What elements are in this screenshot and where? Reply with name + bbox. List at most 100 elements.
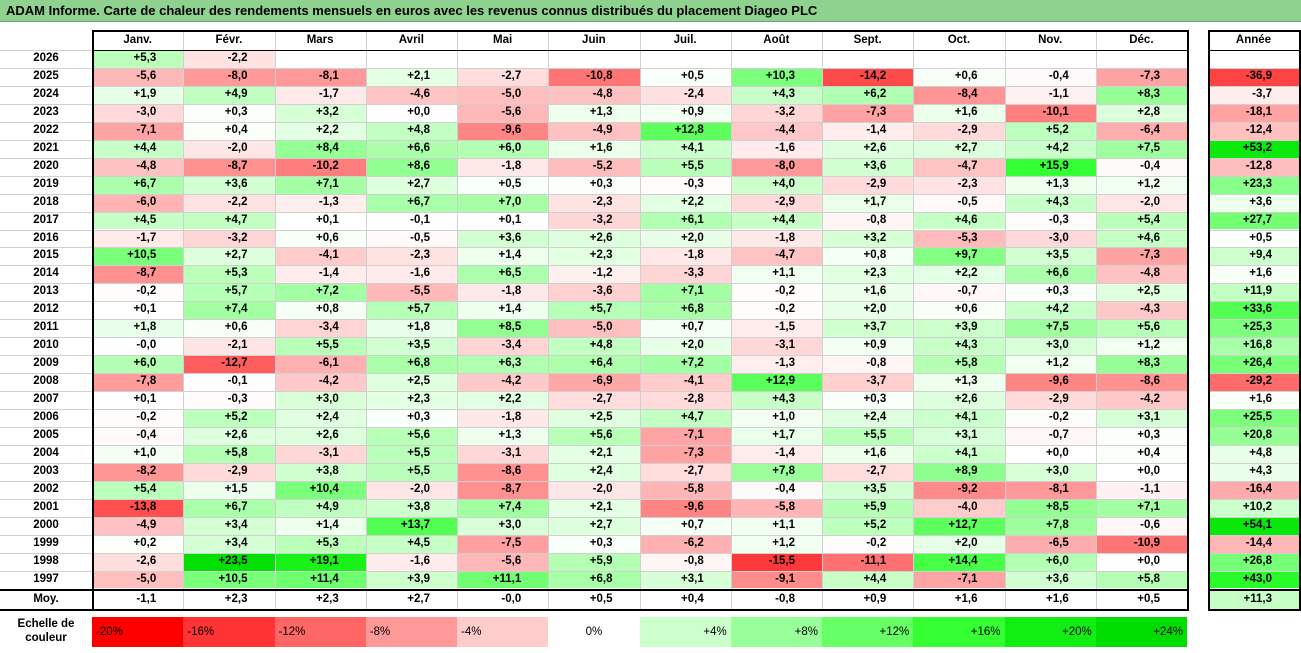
heat-cell: -0,2 xyxy=(730,301,822,320)
heat-cell: -3,0 xyxy=(1004,229,1096,248)
average-cell: -0,0 xyxy=(457,589,549,609)
heat-cell: +0,3 xyxy=(183,103,275,122)
heat-cell: -2,2 xyxy=(183,193,275,212)
heat-cell: +7,2 xyxy=(639,355,731,374)
heat-cell: +7,5 xyxy=(1095,139,1187,158)
heat-cell: -2,4 xyxy=(639,85,731,104)
annual-cell: +25,3 xyxy=(1208,319,1299,338)
heat-cell: +6,2 xyxy=(822,85,914,104)
year-label: 2000 xyxy=(33,518,59,531)
heat-cell: -6,9 xyxy=(548,373,640,392)
grid-hline xyxy=(0,319,1187,321)
heat-cell: +1,4 xyxy=(457,301,549,320)
heat-cell: +1,2 xyxy=(730,534,822,553)
heat-cell: -5,3 xyxy=(913,229,1005,248)
heat-cell: +0,3 xyxy=(822,391,914,409)
annual-cell: +1,6 xyxy=(1208,265,1299,284)
heat-cell: -4,4 xyxy=(730,121,822,140)
grid-hline xyxy=(1208,139,1299,141)
heat-cell: +4,3 xyxy=(730,391,822,409)
heat-cell: +7,4 xyxy=(183,301,275,320)
heat-cell: -0,5 xyxy=(365,229,457,248)
heat-cell: +1,4 xyxy=(457,247,549,266)
annual-cell: -29,2 xyxy=(1208,373,1299,392)
heat-cell: +5,8 xyxy=(1095,570,1187,589)
average-cell: +0,5 xyxy=(548,589,640,609)
grid-hline xyxy=(1208,175,1299,177)
heat-cell xyxy=(365,50,457,68)
heat-cell: -9,1 xyxy=(730,570,822,589)
heat-cell: -1,8 xyxy=(730,229,822,248)
heat-cell: -2,9 xyxy=(730,193,822,212)
title-bar: ADAM Informe. Carte de chaleur des rende… xyxy=(0,0,1301,22)
column-header: Août xyxy=(763,34,790,46)
heat-cell: +1,0 xyxy=(92,444,184,463)
heat-cell: -1,4 xyxy=(274,265,366,284)
heat-cell: +1,6 xyxy=(913,103,1005,122)
heat-cell: +2,6 xyxy=(274,426,366,445)
heat-cell: -5,0 xyxy=(92,570,184,589)
heat-cell: +7,1 xyxy=(274,175,366,194)
heat-cell: -10,2 xyxy=(274,157,366,176)
heat-cell: +3,7 xyxy=(822,319,914,338)
heat-cell: -1,3 xyxy=(274,193,366,212)
heat-cell: -3,4 xyxy=(274,319,366,338)
heat-cell: -8,6 xyxy=(1095,373,1187,392)
annual-cell: +10,2 xyxy=(1208,498,1299,517)
scale-swatch: +16% xyxy=(913,617,1005,647)
heat-cell: +4,7 xyxy=(183,211,275,230)
year-label: 2006 xyxy=(33,411,59,423)
year-label: 2011 xyxy=(33,321,59,334)
heat-cell: -9,6 xyxy=(639,498,731,517)
heat-cell: +1,3 xyxy=(1004,175,1096,194)
heat-cell: +8,6 xyxy=(365,157,457,176)
column-header: Avril xyxy=(398,34,424,46)
grid-hline xyxy=(1208,498,1299,500)
heat-cell: -0,2 xyxy=(92,283,184,302)
heat-cell: +3,1 xyxy=(913,426,1005,445)
scale-swatch: 0% xyxy=(548,617,640,647)
heat-cell: -5,8 xyxy=(730,498,822,517)
heat-cell: -1,1 xyxy=(1004,85,1096,104)
heat-cell: +0,1 xyxy=(92,301,184,320)
heat-cell: +2,4 xyxy=(548,462,640,481)
heat-cell: -2,6 xyxy=(92,552,184,571)
annual-cell: +27,7 xyxy=(1208,211,1299,230)
heat-cell: -0,6 xyxy=(1095,516,1187,535)
heat-cell: -3,1 xyxy=(730,337,822,356)
heat-cell: -2,0 xyxy=(365,480,457,499)
heat-cell: +13,7 xyxy=(365,516,457,535)
heat-cell: +3,2 xyxy=(274,103,366,122)
grid-hline xyxy=(0,247,1187,249)
grid-hline xyxy=(1208,426,1299,428)
heat-cell: +4,1 xyxy=(913,409,1005,427)
grid-hline xyxy=(1208,462,1299,464)
year-label: 1999 xyxy=(33,536,59,549)
heat-cell xyxy=(822,50,914,68)
heat-cell: -5,0 xyxy=(457,85,549,104)
heat-cell: +4,0 xyxy=(730,175,822,194)
column-header: Juil. xyxy=(673,34,697,46)
heat-cell: +1,5 xyxy=(183,480,275,499)
heat-cell: +0,3 xyxy=(1004,283,1096,302)
grid-hline xyxy=(0,391,1187,393)
heat-cell: +3,8 xyxy=(365,498,457,517)
year-label: 2001 xyxy=(33,500,59,513)
heat-cell: -3,7 xyxy=(822,373,914,392)
heat-cell: +3,5 xyxy=(822,480,914,499)
heat-cell: -0,3 xyxy=(1004,211,1096,230)
heat-cell: -1,8 xyxy=(457,157,549,176)
heat-cell: +0,2 xyxy=(92,534,184,553)
heat-cell: +6,7 xyxy=(183,498,275,517)
heat-cell: -4,2 xyxy=(457,373,549,392)
average-cell: +1,6 xyxy=(1004,589,1096,609)
year-label: 2003 xyxy=(33,464,59,477)
heat-cell: +3,1 xyxy=(639,570,731,589)
heat-cell: +4,2 xyxy=(1004,139,1096,158)
heat-cell: +3,2 xyxy=(822,229,914,248)
heat-cell: +3,6 xyxy=(1004,570,1096,589)
grid-hline xyxy=(1208,247,1299,249)
heat-cell: +0,4 xyxy=(183,121,275,140)
grid-hline xyxy=(1208,319,1299,321)
heat-cell: +7,2 xyxy=(274,283,366,302)
